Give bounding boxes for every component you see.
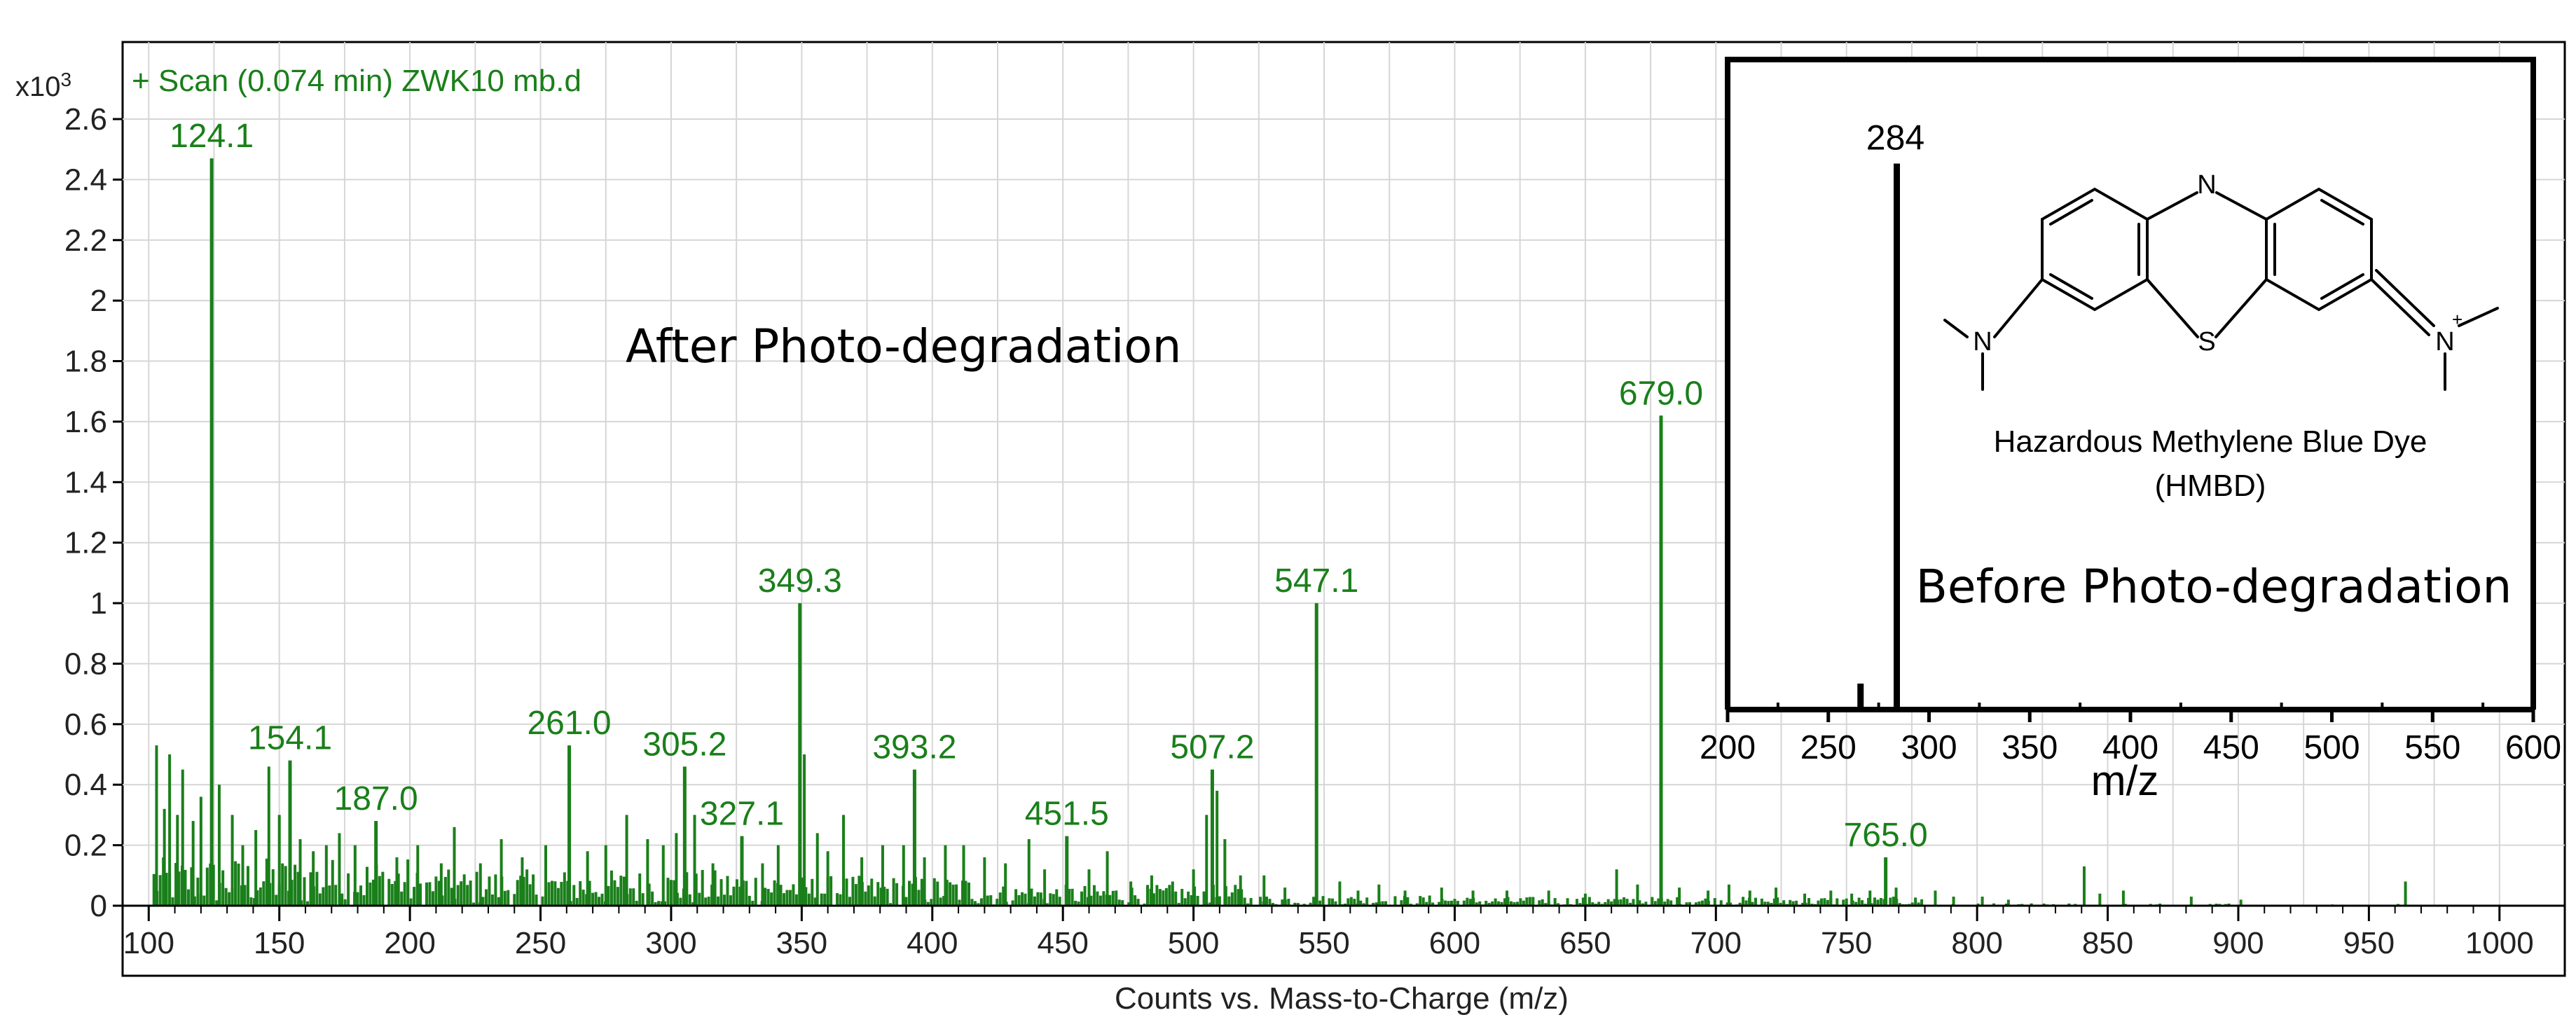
peak-label: 679.0 [1619,375,1703,412]
atom-ring-nitrogen: N [2197,170,2216,200]
y-tick-label: 2.2 [64,223,107,258]
atom-left-nitrogen: N [1973,327,1992,357]
inset-x-tick-label: 550 [2404,729,2460,766]
inset-x-tick-label: 600 [2505,729,2561,766]
methylene-blue-structure [1943,187,2499,391]
x-tick-label: 650 [1559,926,1611,960]
x-tick-label: 500 [1168,926,1219,960]
x-axis-title: Counts vs. Mass-to-Charge (m/z) [1115,981,1569,1016]
after-annotation: After Photo-degradation [626,319,1182,373]
y-tick-label: 1.2 [64,526,107,560]
y-tick-label: 1.4 [64,465,107,499]
x-tick-label: 150 [254,926,305,960]
inset-x-tick-label: 450 [2203,729,2259,766]
y-tick-label: 0 [90,889,107,923]
x-tick-label: 250 [515,926,566,960]
before-annotation: Before Photo-degradation [1916,560,2512,614]
peak-label: 507.2 [1170,729,1254,766]
peak-label: 349.3 [758,562,842,600]
inset-background [1728,60,2533,710]
y-tick-label: 1.8 [64,345,107,379]
y-tick-label: 0.2 [64,829,107,863]
x-tick-label: 350 [776,926,827,960]
x-tick-label: 700 [1690,926,1742,960]
atom-sulfur: S [2198,327,2215,357]
inset-x-tick-label: 500 [2303,729,2360,766]
peak-label: 327.1 [700,796,784,833]
charge-plus: + [2452,309,2463,330]
inset-x-axis-title: m/z [2091,757,2159,804]
peak-label: 187.0 [334,780,418,817]
x-tick-label: 100 [123,926,174,960]
inset-frame [1725,57,2536,710]
inset-x-tick-label: 200 [1700,729,1756,766]
plot-frame [121,41,2566,977]
x-tick-label: 300 [645,926,696,960]
x-tick-label: 200 [384,926,435,960]
x-tick-label: 600 [1429,926,1480,960]
y-tick-label: 2.6 [64,102,107,137]
peak-label: 393.2 [872,729,956,766]
peak-label: 765.0 [1844,817,1928,854]
x-tick-label: 550 [1298,926,1349,960]
y-tick-label: 0.8 [64,647,107,681]
inset-x-tick-label: 400 [2102,729,2158,766]
x-tick-label: 950 [2343,926,2395,960]
y-tick-label: 1.6 [64,405,107,439]
molecule-caption-line2: (HMBD) [2155,469,2266,503]
x-tick-label: 900 [2212,926,2264,960]
y-tick-label: 0.4 [64,768,107,802]
inset-before-spectrum: 200 250 300 350 400 450 500 550 600 284 m/z Befo… [1700,57,2561,804]
peak-label: 305.2 [642,726,726,763]
x-tick-label: 400 [907,926,958,960]
inset-peak-series: 284 [1857,118,1924,710]
peak-label: 451.5 [1025,796,1109,833]
x-tick-label: 750 [1821,926,1872,960]
inset-peak-label: 284 [1866,118,1924,157]
y-tick-label: 1 [90,586,107,621]
inset-x-tick-label: 250 [1800,729,1857,766]
peak-label: 124.1 [170,118,254,155]
molecule-caption-line1: Hazardous Methylene Blue Dye [1994,424,2427,459]
main-axes: 100 150 200 250 300 350 400 450 500 550 600 650 700 7… [64,102,2565,960]
x-tick-label: 450 [1037,926,1088,960]
inset-x-tick-label: 350 [2002,729,2058,766]
scan-title: + Scan (0.074 min) ZWK10 mb.d [132,64,581,98]
peak-label: 154.1 [248,720,332,757]
y-tick-label: 0.6 [64,707,107,742]
peak-label: 261.0 [527,705,611,742]
inset-x-ticks: 200 250 300 350 400 450 500 550 600 [1700,703,2561,766]
x-tick-label: 800 [1951,926,2002,960]
y-multiplier: x103 [15,69,71,102]
atom-right-nitrogen: N [2435,327,2454,357]
y-tick-label: 2.4 [64,163,107,197]
x-tick-label: 850 [2082,926,2133,960]
x-tick-label: 1000 [2465,926,2534,960]
peak-label: 547.1 [1274,562,1358,600]
y-tick-label: 2 [90,284,107,318]
inset-x-tick-label: 300 [1901,729,1957,766]
main-peak-series [152,158,2407,906]
